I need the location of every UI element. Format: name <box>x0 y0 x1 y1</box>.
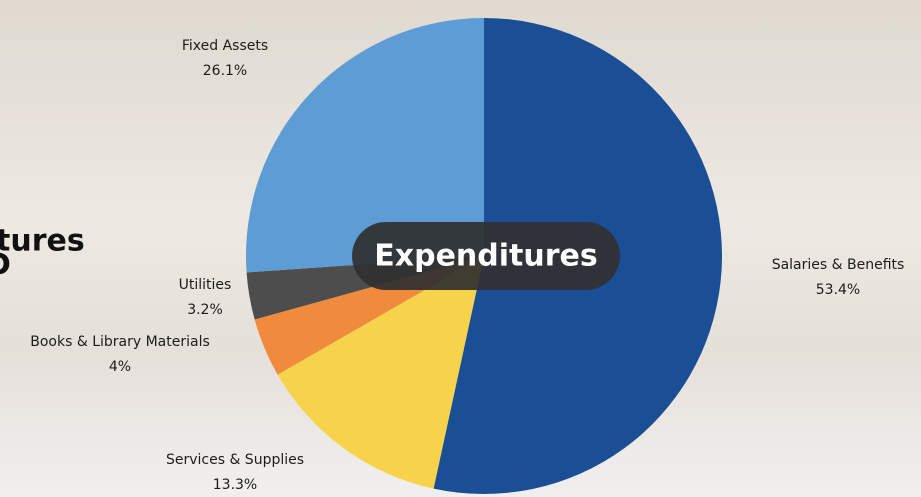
side-heading: tures <box>0 224 85 259</box>
slice-label: Salaries & Benefits <box>772 257 905 273</box>
slice-label: Services & Supplies <box>166 452 304 468</box>
slice-label: Fixed Assets <box>182 38 268 54</box>
center-badge <box>352 222 620 290</box>
slice-value: 26.1% <box>203 63 247 79</box>
slice-label: Utilities <box>179 277 232 293</box>
slice-value: 4% <box>109 359 131 375</box>
pie-slice <box>246 18 484 273</box>
slice-label: Books & Library Materials <box>30 334 210 350</box>
slice-value: 13.3% <box>213 477 257 493</box>
side-heading: D <box>0 248 11 283</box>
pie-slice <box>277 256 484 489</box>
center-label: Expenditures <box>374 239 597 274</box>
slice-value: 3.2% <box>187 302 223 318</box>
slice-value: 53.4% <box>816 282 860 298</box>
